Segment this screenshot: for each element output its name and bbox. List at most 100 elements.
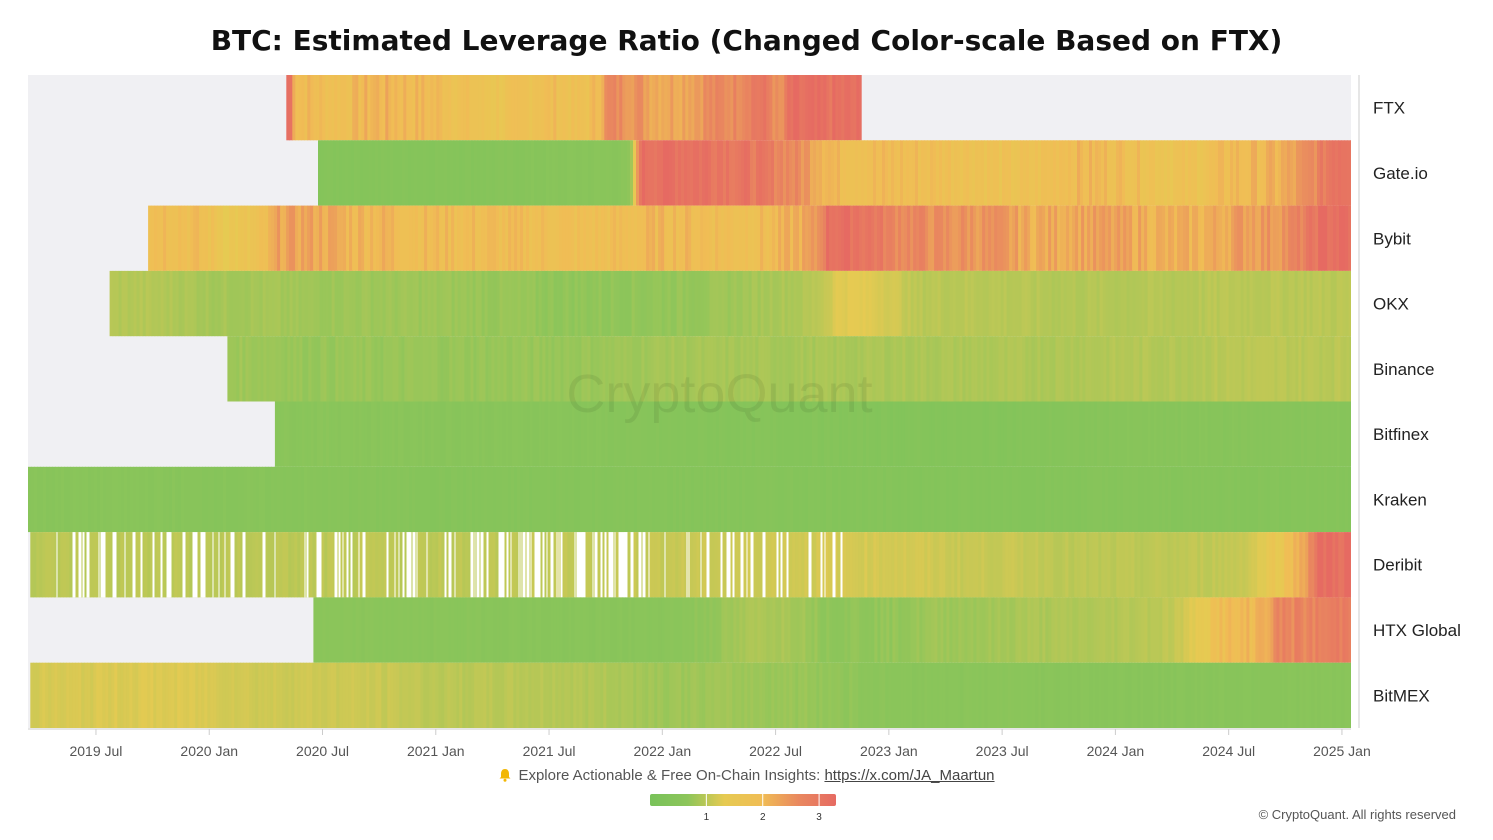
- heatmap-cell: [547, 75, 551, 141]
- heatmap-cell: [1204, 270, 1209, 337]
- heatmap-cell: [529, 75, 533, 141]
- heatmap-cell: [988, 270, 993, 337]
- heatmap-cell: [906, 140, 910, 206]
- heatmap-cell: [1099, 205, 1103, 271]
- footer-cta-link[interactable]: https://x.com/JA_Maartun: [824, 767, 995, 784]
- heatmap-cell: [520, 270, 525, 337]
- heatmap-cell: [756, 662, 760, 728]
- heatmap-cell: [295, 401, 300, 467]
- heatmap-cell: [126, 662, 130, 728]
- heatmap-cell: [540, 532, 544, 598]
- missing-data-gap: [56, 532, 58, 598]
- heatmap-cell: [1215, 140, 1219, 206]
- heatmap-cell: [316, 597, 320, 663]
- heatmap-cell: [861, 662, 865, 728]
- heatmap-cell: [1140, 532, 1144, 598]
- heatmap-cell: [972, 140, 976, 206]
- heatmap-cell: [454, 270, 459, 337]
- heatmap-cell: [988, 205, 992, 271]
- heatmap-cell: [28, 466, 32, 533]
- heatmap-cell: [514, 466, 518, 533]
- heatmap-cell: [1249, 205, 1253, 271]
- heatmap-cell: [519, 140, 523, 206]
- heatmap-cell: [1089, 662, 1093, 728]
- heatmap-cell: [1075, 270, 1080, 337]
- heatmap-cell: [373, 270, 378, 337]
- heatmap-cell: [933, 140, 937, 206]
- heatmap-cell: [1026, 140, 1030, 206]
- heatmap-cell: [688, 401, 693, 467]
- heatmap-cell: [829, 270, 834, 337]
- heatmap-cell: [634, 205, 638, 271]
- heatmap-cell: [376, 466, 380, 533]
- heatmap-cell: [1083, 662, 1087, 728]
- heatmap-cell: [743, 336, 747, 402]
- heatmap-cell: [1171, 270, 1176, 337]
- heatmap-cell: [1296, 532, 1300, 598]
- heatmap-cell: [742, 466, 746, 533]
- missing-data-gap: [622, 532, 626, 598]
- heatmap-cell: [525, 662, 529, 728]
- heatmap-cell: [617, 336, 621, 402]
- heatmap-cell: [1140, 662, 1144, 728]
- heatmap-cell: [874, 205, 878, 271]
- heatmap-cell: [390, 662, 394, 728]
- heatmap-cell: [1210, 597, 1214, 663]
- heatmap-cell: [1318, 401, 1323, 467]
- heatmap-cell: [259, 270, 264, 337]
- heatmap-cell: [637, 401, 642, 467]
- heatmap-cell: [589, 205, 593, 271]
- heatmap-cell: [82, 466, 86, 533]
- heatmap-cell: [1083, 532, 1087, 598]
- heatmap-cell: [892, 466, 896, 533]
- heatmap-cell: [595, 401, 600, 467]
- heatmap-cell: [508, 75, 512, 141]
- heatmap-cell: [1199, 336, 1203, 402]
- heatmap-cell: [1157, 336, 1161, 402]
- heatmap-cell: [1295, 336, 1299, 402]
- heatmap-cell: [1105, 597, 1109, 663]
- heatmap-cell: [523, 466, 527, 533]
- heatmap-cell: [1146, 662, 1150, 728]
- heatmap-cell: [251, 336, 255, 402]
- heatmap-cell: [881, 336, 885, 402]
- heatmap-cell: [192, 662, 196, 728]
- missing-data-gap: [786, 532, 789, 598]
- heatmap-cell: [414, 532, 418, 598]
- heatmap-cell: [418, 270, 423, 337]
- heatmap-cell: [1261, 597, 1265, 663]
- heatmap-cell: [943, 270, 948, 337]
- heatmap-cell: [544, 75, 548, 141]
- heatmap-cell: [677, 336, 681, 402]
- heatmap-cell: [373, 75, 377, 141]
- missing-data-gap: [720, 532, 723, 598]
- heatmap-cell: [1260, 662, 1264, 728]
- heatmap-cell: [1105, 401, 1110, 467]
- heatmap-cell: [516, 140, 520, 206]
- heatmap-cell: [915, 662, 919, 728]
- heatmap-cell: [1330, 401, 1335, 467]
- heatmap-cell: [702, 140, 706, 206]
- heatmap-cell: [196, 270, 201, 337]
- heatmap-cell: [992, 336, 996, 402]
- heatmap-cell: [1321, 597, 1325, 663]
- heatmap-cell: [708, 532, 712, 598]
- heatmap-cell: [976, 401, 981, 467]
- heatmap-cell: [873, 662, 877, 728]
- heatmap-cell: [895, 401, 900, 467]
- heatmap-cell: [717, 140, 721, 206]
- heatmap-cell: [1226, 336, 1230, 402]
- heatmap-cell: [406, 205, 410, 271]
- heatmap-cell: [1195, 466, 1199, 533]
- heatmap-cell: [900, 140, 904, 206]
- heatmap-cell: [585, 662, 589, 728]
- heatmap-cell: [621, 662, 625, 728]
- heatmap-cell: [706, 597, 710, 663]
- heatmap-cell: [806, 336, 810, 402]
- heatmap-cell: [748, 75, 752, 141]
- missing-data-gap: [832, 532, 836, 598]
- heatmap-cell: [1069, 597, 1073, 663]
- heatmap-cell: [679, 597, 683, 663]
- heatmap-row-ftx: [286, 75, 862, 141]
- heatmap-cell: [730, 466, 734, 533]
